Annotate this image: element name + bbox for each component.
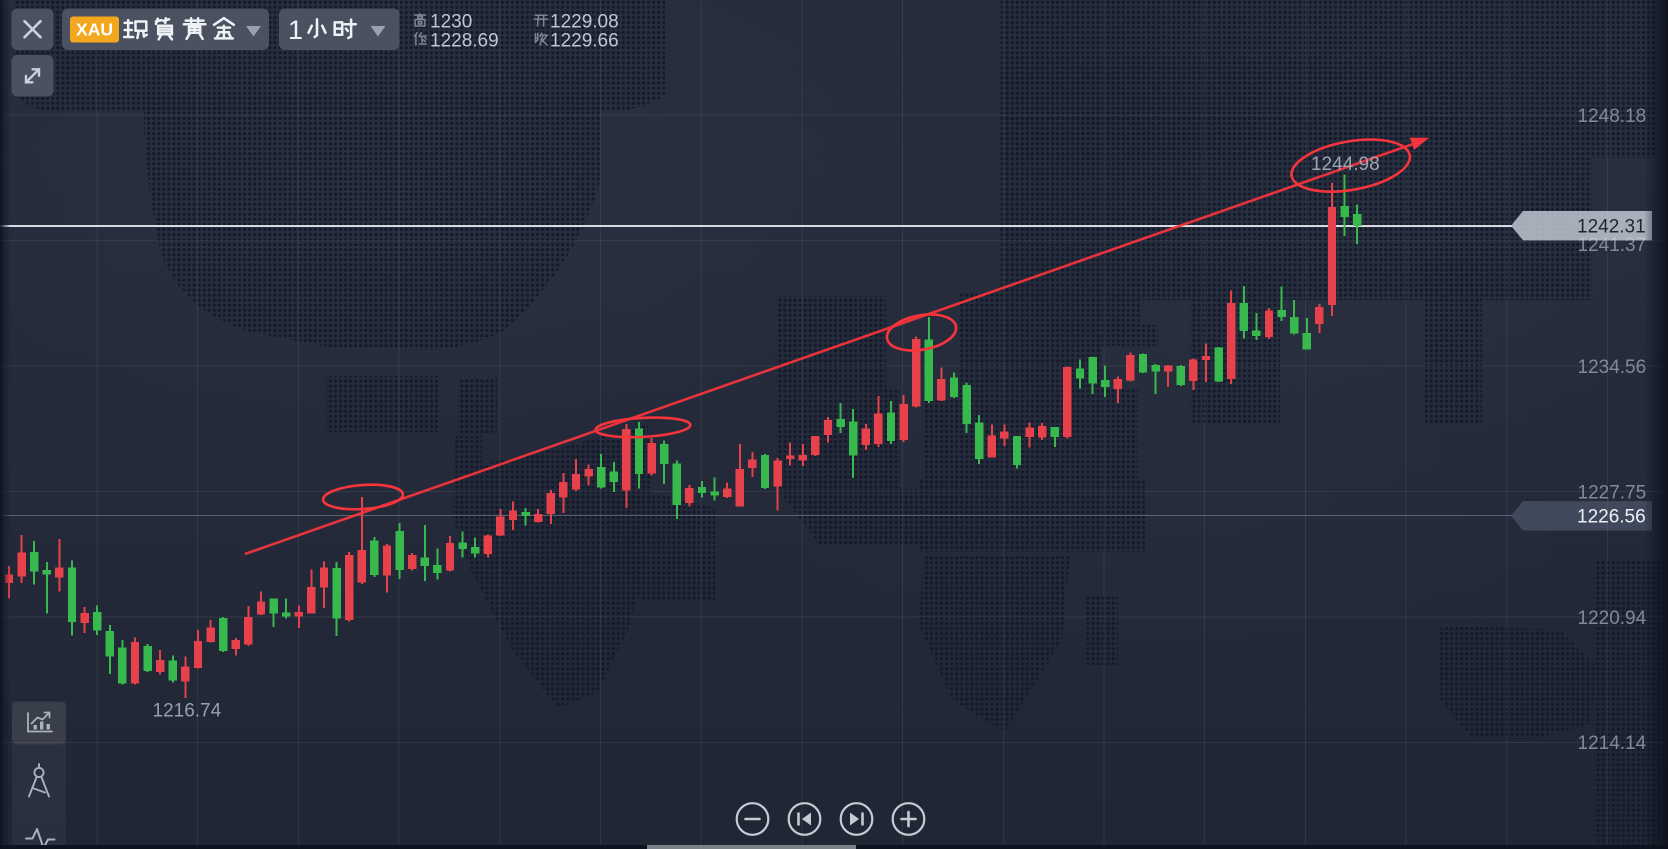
svg-text:1227.75: 1227.75 [1578,482,1647,503]
svg-text:1220.94: 1220.94 [1578,608,1647,629]
svg-text:1214.14: 1214.14 [1578,733,1647,754]
svg-text:1228.69: 1228.69 [430,30,499,51]
svg-text:1: 1 [288,15,303,45]
svg-text:1229.08: 1229.08 [550,11,619,32]
svg-text:1242.31: 1242.31 [1577,217,1646,238]
svg-text:1248.18: 1248.18 [1578,106,1647,127]
svg-text:1229.66: 1229.66 [550,30,619,51]
svg-text:1230: 1230 [430,11,472,32]
svg-text:1216.74: 1216.74 [153,701,222,722]
svg-text:1244.98: 1244.98 [1311,154,1380,175]
svg-text:1226.56: 1226.56 [1577,507,1646,528]
svg-text:1234.56: 1234.56 [1578,357,1647,378]
svg-text:XAU: XAU [76,19,113,39]
